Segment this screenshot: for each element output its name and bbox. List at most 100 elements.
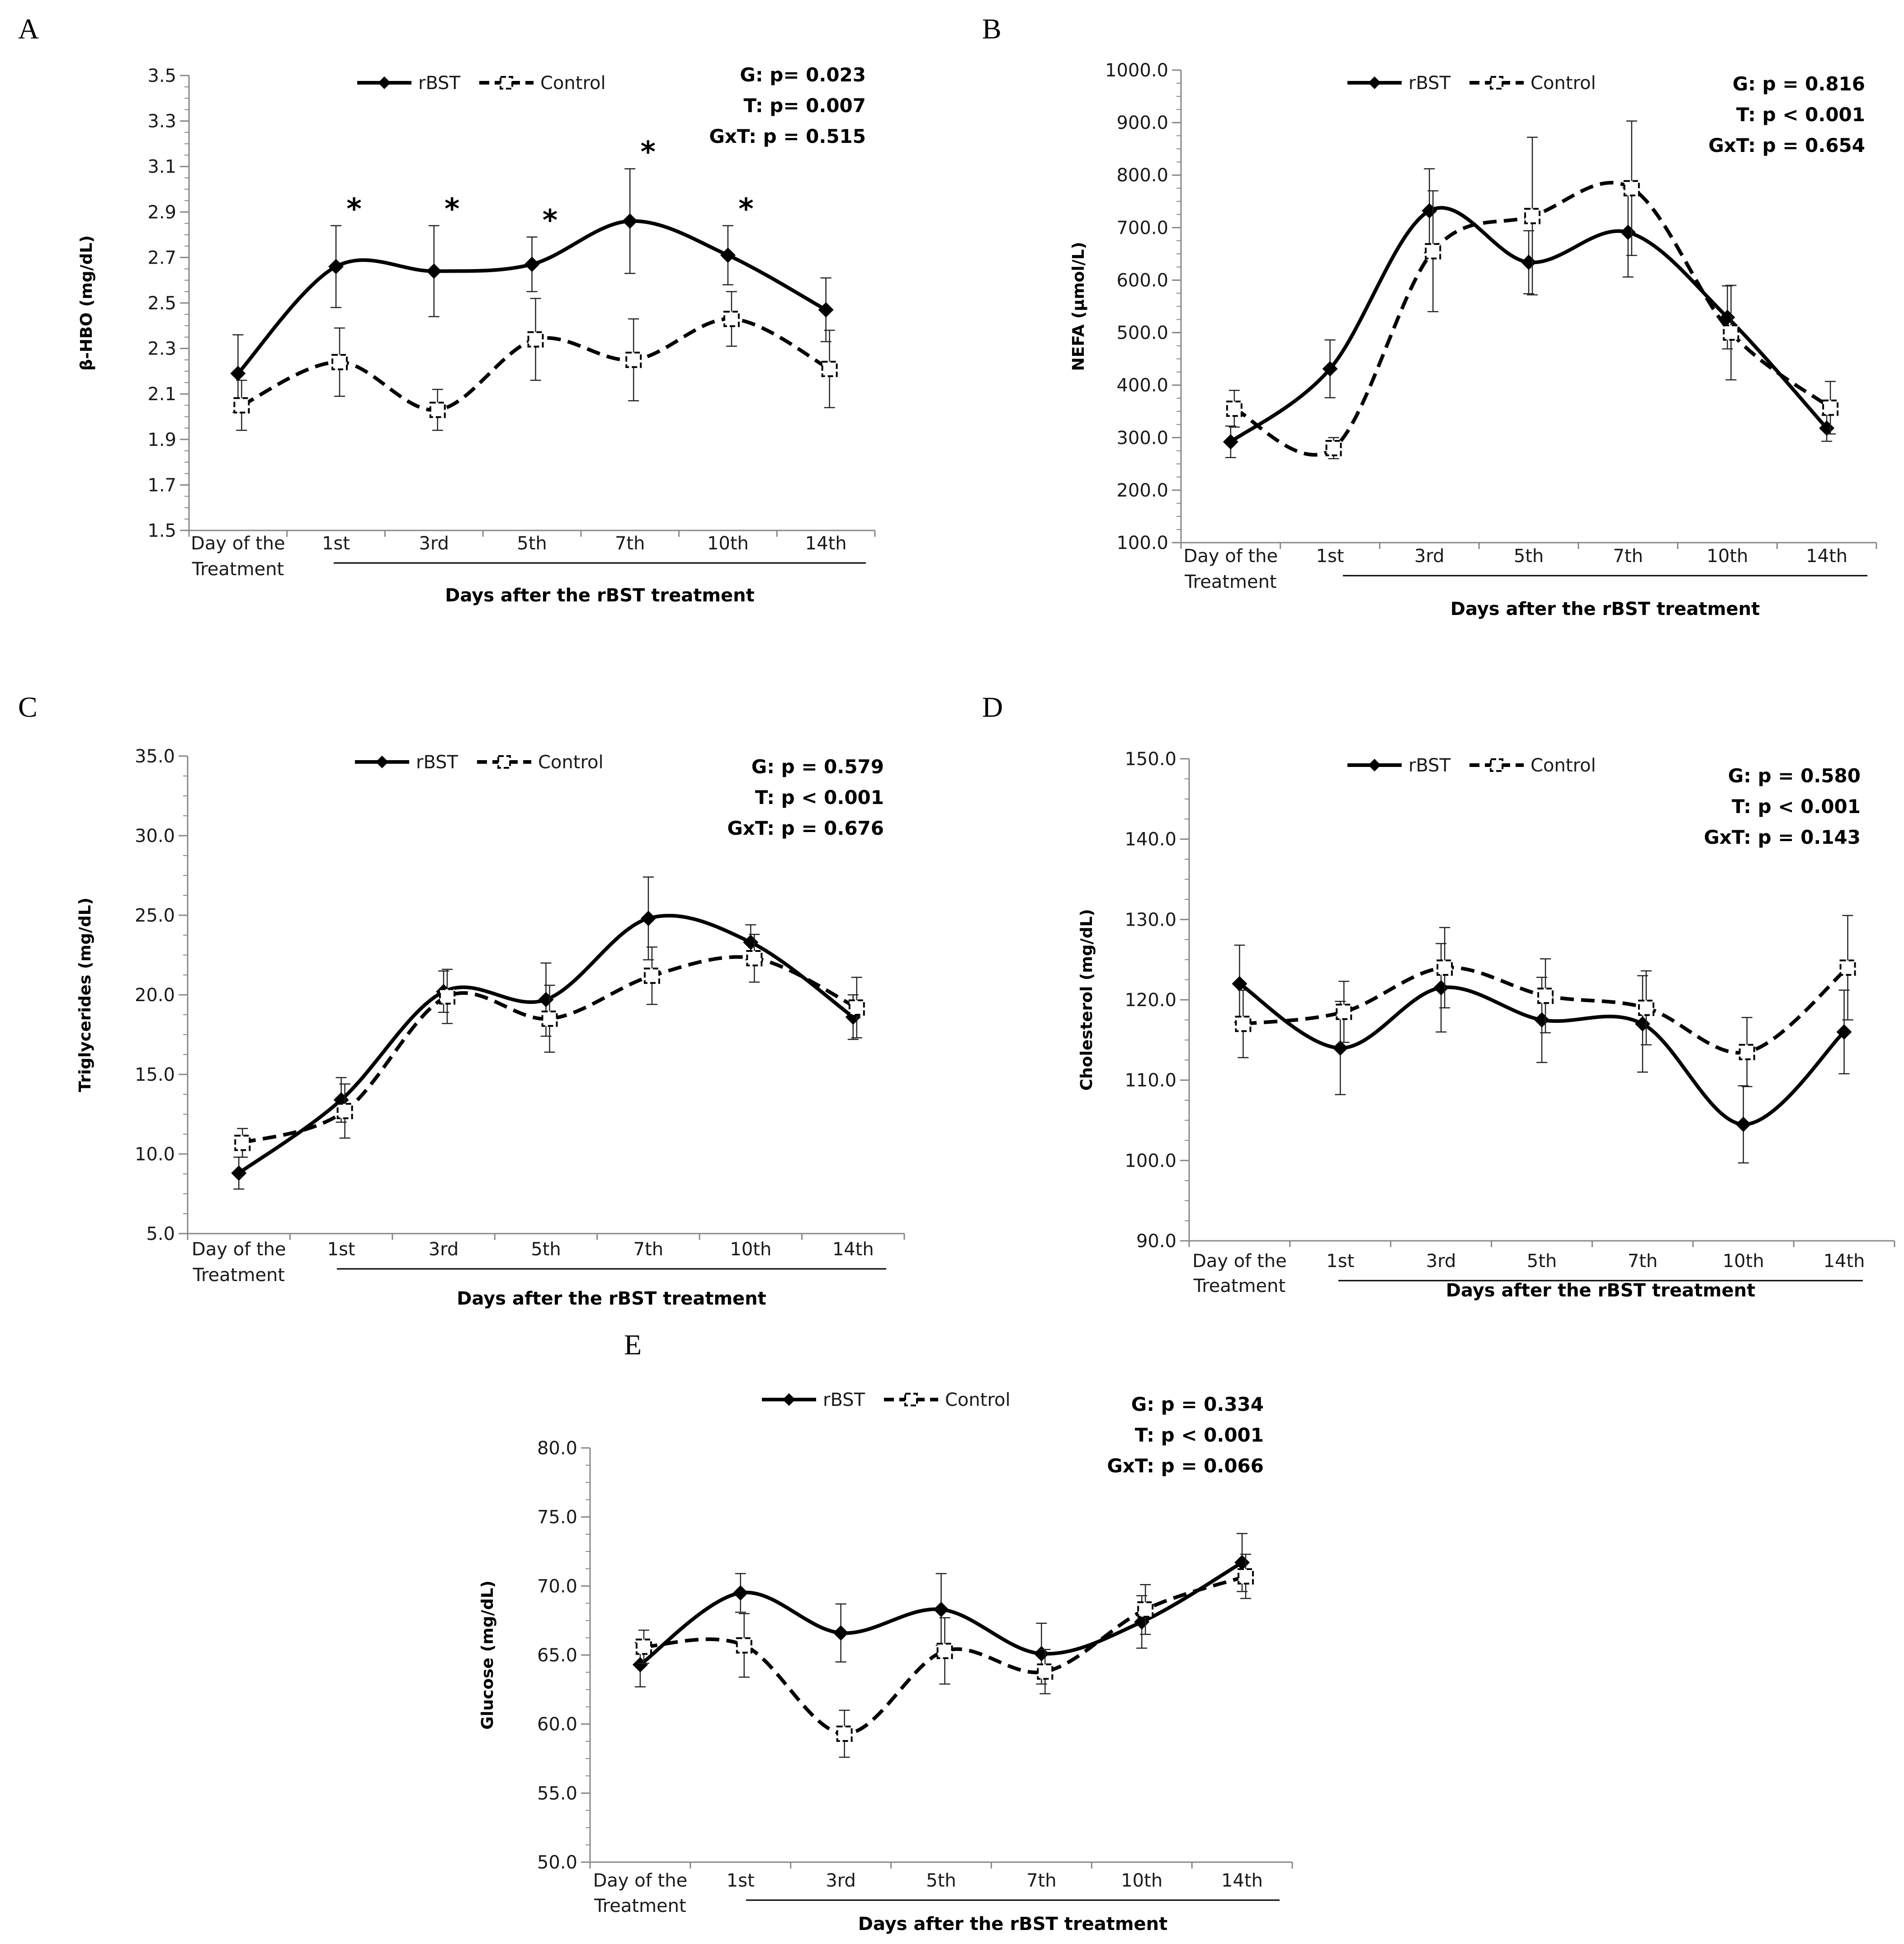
y-tick-label: 130.0 [1124, 909, 1176, 930]
series-rbst [231, 876, 861, 1190]
x-tick-label: 14th [832, 1239, 874, 1260]
y-tick-label: 30.0 [135, 826, 175, 847]
x-tick-label: Day of the Treatment [1192, 1251, 1287, 1296]
legend-label-rbst: rBST [1408, 755, 1451, 776]
x-tick-label: 14th [805, 533, 847, 554]
x-tick-label: 10th [1706, 546, 1748, 567]
x-tick-label: 3rd [826, 1870, 856, 1891]
data-point-control [1524, 208, 1540, 224]
data-point-control [625, 351, 642, 368]
y-tick-label: 110.0 [1124, 1070, 1176, 1091]
y-tick-label: 90.0 [1136, 1231, 1176, 1252]
y-tick-label: 10.0 [135, 1144, 175, 1165]
y-tick-label: 2.7 [147, 247, 176, 268]
x-axis-label: Days after the rBST treatment [457, 1288, 766, 1309]
data-point-control [848, 999, 865, 1016]
panel-e: E 50.0 55.0 60.0 65.0 70.0 75.0 80.0 Day of the T… [478, 1329, 1293, 1935]
data-point-control [1723, 324, 1739, 341]
series-control [635, 1553, 1254, 1758]
y-tick-label: 1.7 [147, 475, 176, 496]
data-point-rbst [1521, 254, 1536, 270]
significance-asterisk: * [738, 193, 753, 226]
data-point-control [331, 354, 348, 370]
legend: rBST Control [357, 73, 606, 94]
data-point-rbst [818, 302, 834, 318]
data-point-rbst [1223, 434, 1238, 450]
data-point-rbst [1620, 224, 1636, 240]
legend-marker-rbst [783, 1393, 795, 1406]
y-tick-label: 2.3 [147, 339, 176, 359]
data-point-rbst [426, 263, 442, 279]
legend-marker-control [1490, 758, 1503, 772]
data-point-control [1739, 1044, 1755, 1060]
legend-marker-control [497, 755, 511, 769]
data-point-control [1623, 180, 1640, 197]
x-tick-label: 1st [1326, 1251, 1354, 1272]
legend-marker-control [500, 76, 513, 90]
x-tick-label: 7th [1026, 1870, 1056, 1891]
y-tick-label: 500.0 [1116, 323, 1168, 344]
significance-asterisk: * [640, 136, 655, 169]
stat-line: GxT: p = 0.676 [727, 817, 884, 839]
y-axis-label: NEFA (µmol/L) [1069, 242, 1088, 371]
data-point-rbst [732, 1585, 748, 1601]
x-tick-label: 1st [1316, 546, 1344, 567]
x-tick-label: 10th [1121, 1870, 1162, 1891]
data-point-control [643, 967, 660, 984]
data-point-control [527, 331, 544, 348]
legend-label-rbst: rBST [823, 1390, 865, 1410]
panel-b: B 100.0 200.0 300.0 400.0 500.0 600.0 700.0 800.… [982, 13, 1877, 620]
data-point-control [1425, 243, 1441, 260]
legend-label-rbst: rBST [1408, 73, 1451, 94]
series-control [1226, 120, 1839, 459]
data-point-rbst [231, 1165, 247, 1181]
data-point-rbst [1534, 1012, 1550, 1028]
y-tick-label: 100.0 [1116, 533, 1168, 553]
y-tick-label: 60.0 [537, 1714, 577, 1735]
data-point-control [836, 1726, 853, 1742]
panel-a: A 1.5 1.7 1.9 2.1 2.3 2.5 2.7 2.9 3.1 3.3 3.5 Day of… [18, 13, 876, 606]
x-tick-label: Day of the Treatment [1184, 546, 1278, 592]
legend-label-control: Control [945, 1390, 1011, 1410]
y-tick-label: 20.0 [135, 985, 175, 1006]
legend-marker-rbst [378, 76, 391, 89]
stat-line: G: p = 0.816 [1733, 73, 1865, 95]
data-point-control [439, 988, 456, 1005]
data-point-control [1226, 400, 1243, 417]
y-tick-label: 65.0 [537, 1645, 577, 1666]
x-tick-label: 10th [707, 533, 749, 554]
data-point-control [1137, 1601, 1154, 1618]
legend-label-rbst: rBST [418, 73, 461, 94]
x-tick-label: Day of the Treatment [593, 1870, 688, 1916]
panel-letter: A [18, 13, 39, 45]
y-tick-label: 400.0 [1116, 375, 1168, 396]
x-tick-label: 10th [1723, 1251, 1764, 1272]
data-point-control [1037, 1663, 1054, 1680]
stat-line: T: p < 0.001 [755, 786, 884, 809]
data-point-rbst [1836, 1024, 1852, 1040]
data-point-rbst [1332, 1040, 1348, 1056]
x-tick-label: 14th [1806, 546, 1847, 567]
panel-letter: B [982, 13, 1002, 45]
stat-line: GxT: p = 0.515 [709, 125, 866, 147]
y-tick-label: 70.0 [537, 1576, 577, 1597]
legend-label-control: Control [1531, 755, 1596, 776]
data-point-control [1822, 399, 1839, 416]
x-tick-label: 14th [1824, 1251, 1865, 1272]
x-tick-label: 7th [1628, 1251, 1658, 1272]
panel-d: D 90.0 100.0 110.0 120.0 130.0 140.0 150.0 Day o… [982, 691, 1895, 1301]
data-point-rbst [833, 1625, 849, 1641]
data-point-control [336, 1102, 353, 1119]
data-point-rbst [1735, 1116, 1751, 1132]
series-rbst [1232, 943, 1852, 1164]
data-point-rbst [933, 1602, 949, 1618]
data-point-control [1325, 440, 1342, 456]
x-tick-label: 10th [730, 1239, 771, 1260]
data-point-control [736, 1637, 752, 1654]
y-tick-label: 120.0 [1124, 990, 1176, 1011]
legend-label-control: Control [1531, 73, 1596, 94]
panel-letter: D [982, 691, 1003, 723]
x-tick-label: 7th [615, 533, 645, 554]
y-tick-label: 140.0 [1124, 829, 1176, 850]
stat-line: GxT: p = 0.654 [1708, 134, 1865, 156]
